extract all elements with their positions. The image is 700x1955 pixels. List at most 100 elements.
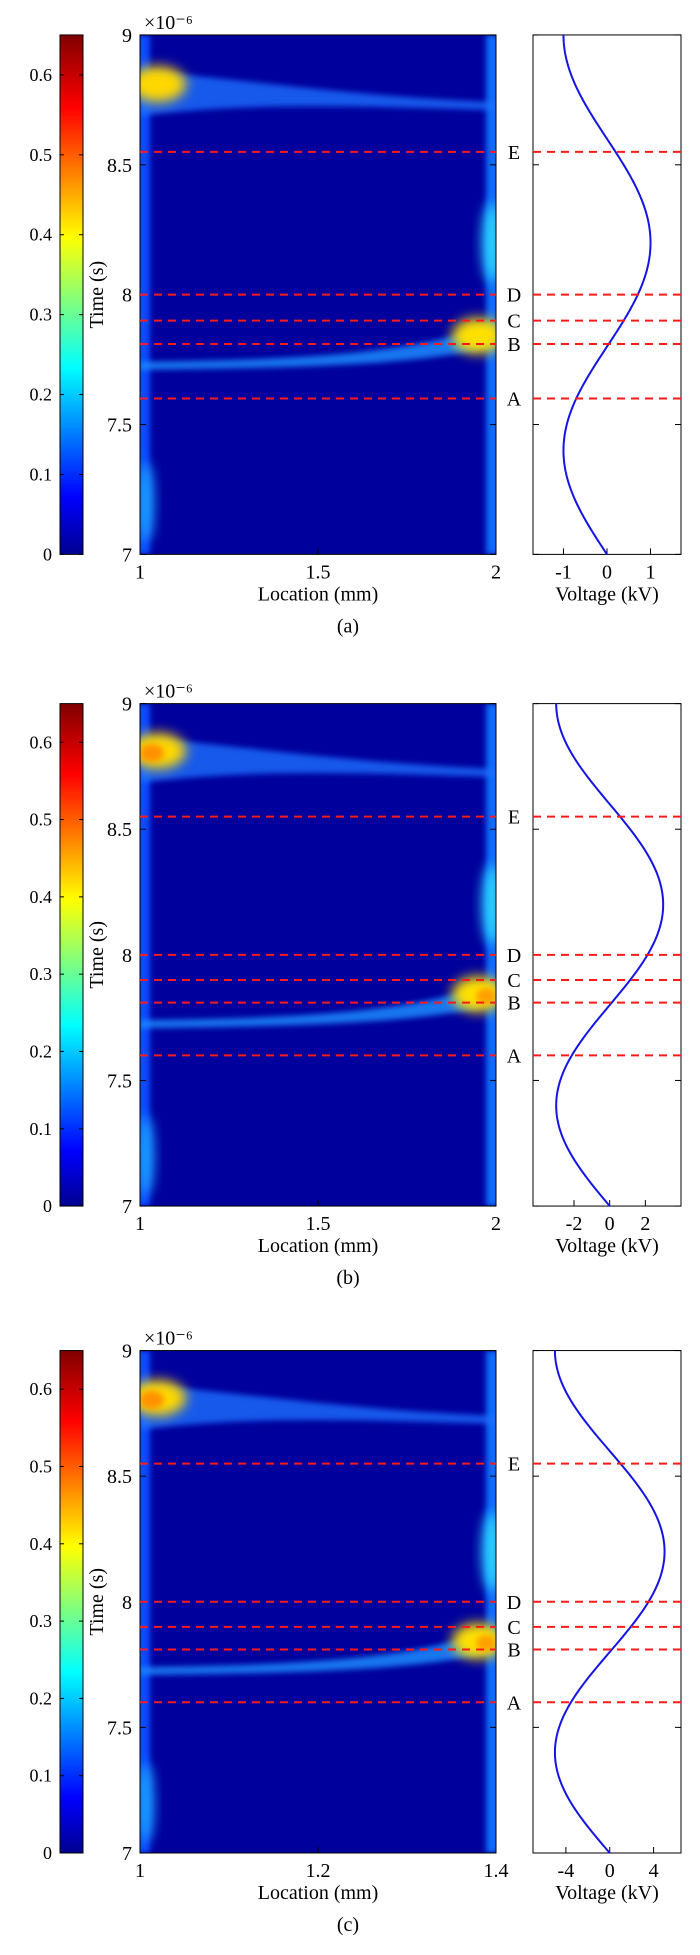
voltage-xlabel: Voltage (kV) (555, 583, 659, 605)
marker-label: C (507, 970, 520, 992)
colorbar-tick-label: 0.4 (30, 225, 53, 245)
heatmap-right-glow (482, 1511, 496, 1592)
heatmap-xtick-label: 1.5 (306, 561, 331, 583)
voltage-xtick-label: 4 (649, 1860, 659, 1882)
colorbar-tick-label: 0.4 (30, 1534, 53, 1554)
heatmap-upper-band (140, 1383, 496, 1430)
colorbar-tick-label: 0.6 (30, 1379, 53, 1399)
colorbar-tick-label: 0 (43, 1843, 52, 1863)
colorbar (59, 703, 84, 1207)
heatmap-ytick-label: 7.5 (107, 415, 132, 437)
heatmap-right-glow (482, 864, 496, 945)
colorbar-tick-label: 0.5 (30, 810, 53, 830)
heatmap-xtick-label: 2 (491, 561, 501, 583)
heatmap-ytick-label: 7.5 (107, 1717, 132, 1739)
heatmap-hotspot-lower-core (476, 1635, 496, 1652)
voltage-xtick-label: -4 (558, 1860, 575, 1882)
voltage-xlabel: Voltage (kV) (555, 1235, 659, 1257)
panel-caption: (b) (336, 1267, 359, 1289)
heatmap-lower-band (140, 1627, 496, 1676)
marker-label: B (507, 993, 520, 1015)
heatmap-hotspot-upper-core (140, 1390, 164, 1409)
heatmap-background (140, 1350, 496, 1853)
voltage-xtick-label: 0 (605, 1213, 615, 1235)
marker-label: E (508, 142, 520, 164)
heatmap-y-exponent: ×10⁻⁶ (144, 12, 193, 34)
panel-caption: (a) (337, 615, 359, 637)
heatmap-xlabel: Location (mm) (258, 1235, 379, 1257)
colorbar-tick-label: 0.4 (30, 887, 53, 907)
heatmap-background (140, 34, 496, 555)
heatmap-ytick-label: 9 (122, 25, 132, 47)
colorbar-tick-label: 0.5 (30, 145, 53, 165)
colorbar (59, 1350, 84, 1854)
heatmap-ytick-label: 7.5 (107, 1070, 132, 1092)
heatmap-ytick-label: 9 (122, 1341, 132, 1363)
heatmap-y-exponent: ×10⁻⁶ (144, 681, 193, 703)
panel-c: 0 0.1 0.2 0.3 0.4 0.5 0.6 7 7.5 8 8.5 9 1 1.2 1.4 Locat… (30, 1328, 682, 1936)
marker-label: A (507, 1045, 522, 1067)
heatmap-left-glow (140, 1762, 154, 1843)
voltage-xlabel: Voltage (kV) (555, 1882, 659, 1904)
heatmap-ylabel: Time (s) (86, 921, 108, 989)
voltage-xtick-label: -1 (555, 561, 572, 583)
heatmap-xtick-label: 1 (135, 561, 145, 583)
voltage-xtick-label: 0 (602, 561, 612, 583)
colorbar-tick-label: 0.3 (30, 305, 53, 325)
marker-label: C (507, 1617, 520, 1639)
colorbar-tick-label: 0.1 (30, 1119, 53, 1139)
colorbar-tick-label: 0.3 (30, 1611, 53, 1631)
voltage-xtick-label: -2 (566, 1213, 583, 1235)
voltage-xtick-label: 2 (640, 1213, 650, 1235)
marker-label: D (507, 285, 521, 307)
marker-label: D (507, 1592, 521, 1614)
heatmap-ytick-label: 8.5 (107, 155, 132, 177)
marker-label: A (507, 389, 522, 411)
marker-label: E (508, 1454, 520, 1476)
colorbar-tick-label: 0.2 (30, 1688, 53, 1708)
colorbar-tick-label: 0.2 (30, 385, 53, 405)
heatmap-y-exponent: ×10⁻⁶ (144, 1328, 193, 1350)
marker-label: E (508, 807, 520, 829)
heatmap-ylabel: Time (s) (86, 1568, 108, 1636)
heatmap-xtick-label: 1.2 (306, 1860, 331, 1882)
marker-label: A (507, 1692, 522, 1714)
heatmap-xtick-label: 1.5 (306, 1213, 331, 1235)
marker-label: B (507, 334, 520, 356)
heatmap-xtick-label: 1.4 (484, 1860, 509, 1882)
panel-a: 0 0.1 0.2 0.3 0.4 0.5 0.6 7 7.5 8 8.5 9 1 1.5 2 Locatio… (30, 12, 682, 637)
heatmap-xtick-label: 1 (135, 1860, 145, 1882)
colorbar-tick-label: 0 (43, 544, 52, 564)
heatmap-ylabel: Time (s) (86, 261, 108, 329)
heatmap-ytick-label: 8 (122, 285, 132, 307)
heatmap-upper-band (140, 736, 496, 783)
colorbar-tick-label: 0.1 (30, 464, 53, 484)
heatmap-ytick-label: 9 (122, 694, 132, 716)
heatmap-ytick-label: 7 (122, 1196, 132, 1218)
colorbar-tick-label: 0.6 (30, 732, 53, 752)
voltage-xtick-label: 1 (646, 561, 656, 583)
heatmap-ytick-label: 8 (122, 1592, 132, 1614)
marker-label: C (507, 311, 520, 333)
colorbar-tick-label: 0 (43, 1196, 52, 1216)
heatmap-hotspot-upper (140, 66, 186, 103)
heatmap-right-glow (482, 202, 496, 283)
colorbar-tick-label: 0.1 (30, 1766, 53, 1786)
colorbar-tick-label: 0.6 (30, 65, 53, 85)
heatmap-upper-band (140, 70, 496, 117)
colorbar-tick-label: 0.5 (30, 1457, 53, 1477)
marker-label: D (507, 945, 521, 967)
heatmap-left-glow (140, 462, 154, 543)
heatmap-hotspot-lower-core (476, 988, 496, 1005)
heatmap-lower-band (140, 980, 496, 1029)
marker-label: B (507, 1640, 520, 1662)
colorbar (59, 34, 84, 555)
heatmap-ytick-label: 8 (122, 945, 132, 967)
heatmap-xtick-label: 2 (491, 1213, 501, 1235)
colorbar-tick-label: 0.3 (30, 964, 53, 984)
panel-caption: (c) (337, 1914, 359, 1936)
heatmap-ytick-label: 7 (122, 1843, 132, 1865)
heatmap-left-glow (140, 1115, 154, 1196)
voltage-xtick-label: 0 (605, 1860, 615, 1882)
